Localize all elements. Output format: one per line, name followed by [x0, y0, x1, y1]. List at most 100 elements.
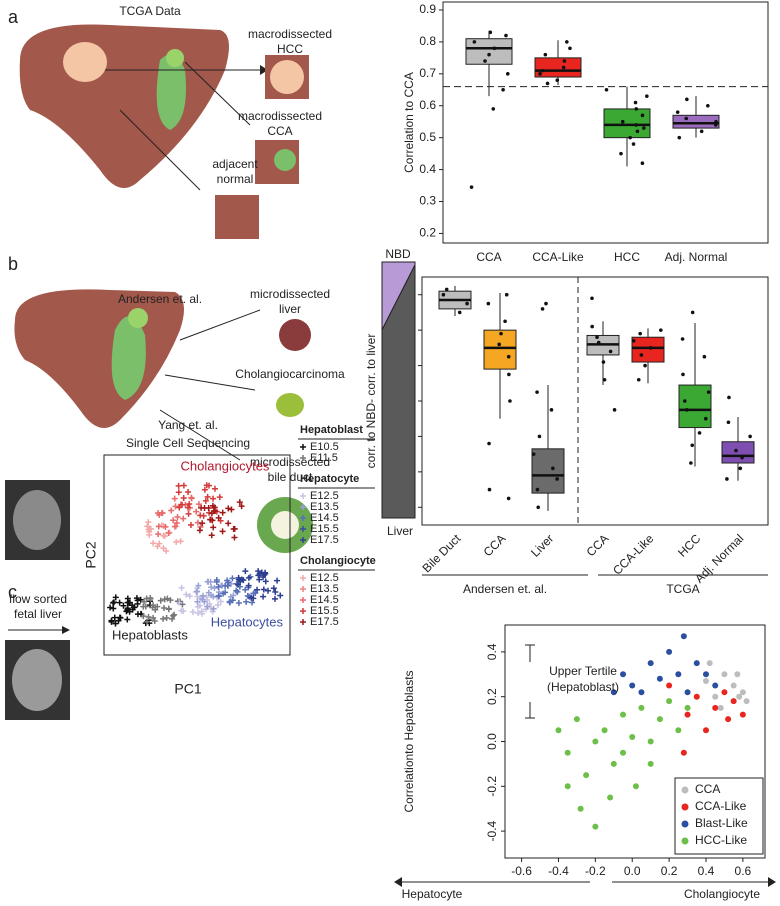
data-point: [506, 496, 511, 501]
data-point: [727, 395, 731, 400]
pca-point: [245, 582, 252, 589]
legend-symbol: [300, 537, 306, 543]
y-axis-label: Correlationto Hepatoblasts: [402, 670, 416, 812]
data-point: [748, 434, 752, 439]
data-point: [693, 660, 700, 667]
data-point: [543, 52, 548, 57]
data-point: [685, 408, 689, 412]
pca-point: [235, 600, 242, 607]
pca-point: [224, 582, 231, 589]
data-point: [706, 390, 711, 394]
y-tick-label: 0.5: [419, 130, 436, 144]
pca-point: [110, 605, 117, 612]
pca-point: [112, 594, 119, 601]
pca-point: [178, 584, 185, 591]
pca-point: [152, 606, 159, 613]
pca-point: [176, 599, 183, 606]
legend-title: Cholangiocyte: [300, 555, 376, 567]
data-point: [472, 40, 477, 44]
data-point: [549, 408, 554, 412]
pca-point: [219, 528, 226, 535]
data-point: [629, 682, 636, 689]
art-title: TCGA Data: [119, 4, 181, 18]
pca-point: [210, 593, 217, 600]
pca-point: [168, 507, 175, 514]
data-point: [540, 307, 545, 311]
pca-point: [196, 602, 203, 609]
pca-point: [172, 503, 179, 510]
annotation: Upper Tertile: [549, 664, 617, 678]
data-point: [675, 727, 682, 734]
x-tick-label: -0.2: [585, 864, 606, 878]
cluster-label: Hepatoblasts: [112, 627, 188, 642]
data-point: [712, 693, 719, 700]
data-point: [675, 671, 682, 678]
pca-point: [195, 582, 202, 589]
box: [603, 108, 651, 139]
pca-point: [110, 599, 117, 606]
pca-point: [173, 520, 180, 527]
legend-symbol: [300, 493, 306, 499]
data-point: [590, 324, 594, 329]
pca-point: [150, 540, 157, 547]
group-label: TCGA: [666, 582, 699, 596]
x-tick-label: CCA: [476, 250, 501, 264]
box: [631, 336, 665, 363]
annotation-bracket: [525, 644, 535, 719]
legend-box: [674, 777, 764, 855]
pca-point: [215, 583, 222, 590]
pca-point: [158, 522, 165, 529]
group-label: Andersen et. al.: [463, 582, 547, 596]
data-point: [564, 749, 571, 756]
x-tick-label: 0.4: [698, 864, 715, 878]
legend-symbol: [300, 444, 306, 450]
data-point: [568, 46, 572, 51]
pca-point: [189, 609, 196, 616]
data-point: [682, 399, 687, 403]
pca-point: [186, 500, 193, 507]
data-point: [725, 716, 732, 723]
pca-point: [177, 538, 184, 545]
pca-point: [260, 586, 267, 593]
pca-point: [198, 610, 205, 617]
data-point: [736, 693, 743, 700]
data-point: [677, 135, 682, 140]
pca-point: [203, 593, 210, 600]
pca-point: [180, 495, 187, 502]
pca-y-label: PC2: [83, 541, 99, 568]
data-point: [697, 431, 702, 435]
data-point: [639, 353, 644, 357]
pca-point: [198, 504, 205, 511]
pca-point: [160, 615, 167, 622]
pca-point: [134, 600, 141, 607]
pca-point: [219, 509, 226, 516]
plot-frame: [421, 276, 769, 526]
pca-point: [208, 584, 215, 591]
legend-label: CCA: [695, 782, 720, 796]
pca-point: [277, 592, 284, 599]
arrow-head: [62, 626, 70, 634]
data-point: [535, 390, 539, 394]
data-point: [681, 372, 685, 377]
pca-point: [193, 508, 200, 515]
data-point: [640, 113, 645, 118]
data-point: [486, 301, 491, 306]
pca-point: [254, 586, 261, 593]
legend-symbol: [300, 586, 306, 592]
data-point: [601, 360, 606, 364]
pca-point: [112, 620, 119, 627]
pca-point: [154, 603, 161, 610]
data-point: [590, 296, 594, 301]
data-point: [538, 72, 542, 76]
pca-point: [155, 531, 162, 538]
x-tick-label: CCA-Like: [610, 531, 656, 577]
pca-point: [252, 590, 259, 597]
pca-point: [226, 598, 233, 605]
y-tick-label: 0.2: [419, 226, 436, 240]
data-point: [444, 287, 449, 292]
x-tick-label: Adj. Normal: [665, 250, 728, 264]
pca-point: [162, 523, 169, 530]
pca-point: [201, 486, 208, 493]
data-point: [739, 711, 746, 718]
data-point: [706, 103, 710, 108]
